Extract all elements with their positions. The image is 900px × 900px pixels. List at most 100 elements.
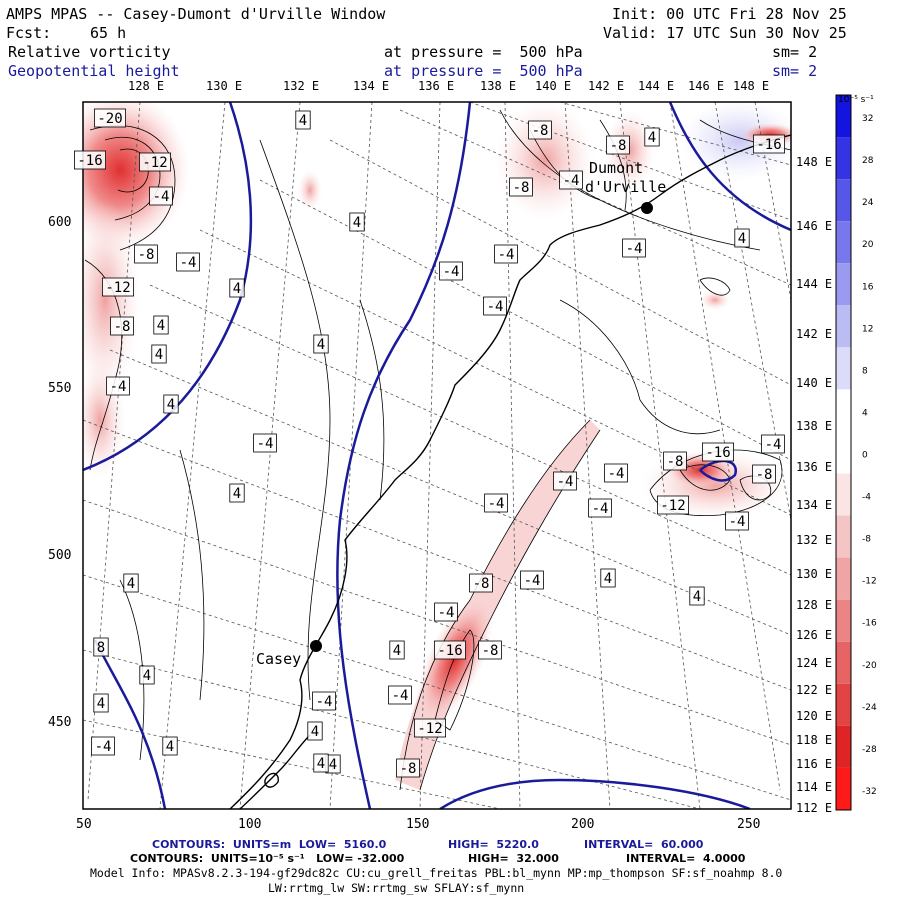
- top-lon-label: 148 E: [733, 79, 769, 93]
- colorbar-swatch: [836, 431, 851, 474]
- contour-label: -4: [149, 186, 173, 206]
- colorbar-swatch: [836, 137, 851, 180]
- contour-label-text: -4: [488, 496, 505, 512]
- contour-label: -4: [312, 691, 336, 711]
- contour-label-text: -4: [765, 437, 782, 453]
- contour-label: -16: [74, 150, 107, 170]
- contour-label-text: 4: [233, 486, 241, 502]
- height-contour-info: CONTOURS: UNITS=m LOW= 5160.0: [152, 838, 387, 851]
- right-lon-label: 118 E: [796, 733, 832, 747]
- contour-label-text: -4: [563, 173, 580, 189]
- y-tick: 600: [48, 215, 71, 230]
- top-lon-label: 130 E: [206, 79, 242, 93]
- contour-label: 4: [644, 127, 660, 147]
- contour-label-text: 4: [353, 215, 361, 231]
- contour-label: 4: [229, 483, 245, 503]
- place-dumont: Dumont: [589, 159, 643, 177]
- contour-label-text: -4: [524, 573, 541, 589]
- colorbar-label: 12: [862, 324, 873, 334]
- contour-label: 4: [123, 573, 139, 593]
- contour-label: -8: [528, 120, 552, 140]
- colorbar-swatch: [836, 473, 851, 516]
- contour-label: -8: [110, 316, 134, 336]
- contour-label: 4: [295, 110, 311, 130]
- contour-label: 4: [229, 278, 245, 298]
- colorbar-swatch: [836, 179, 851, 222]
- contour-label: -4: [483, 296, 507, 316]
- casey-marker: [310, 640, 322, 652]
- colorbar-label: 0: [862, 451, 868, 461]
- contour-label-text: -16: [437, 643, 462, 659]
- contour-label: -12: [657, 495, 690, 515]
- contour-label-text: -4: [153, 189, 170, 205]
- contour-label: -4: [604, 463, 628, 483]
- contour-label-text: -8: [513, 180, 530, 196]
- y-tick: 500: [48, 548, 71, 563]
- contour-label-text: -4: [438, 605, 455, 621]
- colorbar-label: 16: [862, 282, 874, 292]
- contour-label-text: -12: [417, 721, 442, 737]
- colorbar-swatch: [836, 95, 851, 138]
- height-contour-interval: INTERVAL= 60.000: [584, 838, 704, 851]
- contour-label-text: -16: [77, 153, 102, 169]
- contour-label-text: -8: [667, 454, 684, 470]
- x-tick: 150: [406, 817, 429, 832]
- contour-label: 4: [313, 334, 329, 354]
- contour-label: -8: [509, 177, 533, 197]
- contour-label-text: -4: [626, 241, 643, 257]
- contour-label-text: 4: [604, 571, 612, 587]
- model-info-2: LW:rrtmg_lw SW:rrtmg_sw SFLAY:sf_mynn: [268, 881, 525, 895]
- place-durville: d'Urville: [585, 178, 666, 196]
- contour-label: -8: [606, 135, 630, 155]
- contour-label: 4: [389, 640, 405, 660]
- contour-label-text: -12: [660, 498, 685, 514]
- contour-label: -12: [102, 277, 135, 297]
- right-lon-labels: 148 E 146 E 144 E 142 E 140 E 138 E 136 …: [796, 155, 832, 815]
- right-lon-label: 124 E: [796, 656, 832, 670]
- right-lon-label: 122 E: [796, 683, 832, 697]
- x-tick: 100: [238, 817, 261, 832]
- x-tick: 200: [571, 817, 594, 832]
- colorbar-swatch: [836, 599, 851, 642]
- contour-label-text: -4: [487, 299, 504, 315]
- colorbar-swatch: [836, 725, 851, 768]
- colorbar-label: -12: [862, 577, 877, 587]
- contour-label: -4: [588, 498, 612, 518]
- contour-label-text: -12: [142, 155, 167, 171]
- contour-label-text: -4: [592, 501, 609, 517]
- contour-label: -16: [753, 134, 786, 154]
- colorbar-label: -20: [862, 661, 877, 671]
- contour-label: -8: [469, 573, 493, 593]
- right-lon-label: 140 E: [796, 376, 832, 390]
- contour-label: -4: [91, 736, 115, 756]
- top-lon-label: 128 E: [128, 79, 164, 93]
- top-lon-label: 134 E: [353, 79, 389, 93]
- contour-label-text: 4: [97, 696, 105, 712]
- contour-label-text: -4: [316, 694, 333, 710]
- x-tick: 250: [737, 817, 760, 832]
- contour-label-text: 4: [166, 739, 174, 755]
- contour-label-text: -16: [756, 137, 781, 153]
- contour-label-text: -20: [97, 111, 122, 127]
- contour-label: -4: [622, 238, 646, 258]
- contour-label: -8: [478, 640, 502, 660]
- contour-label-text: -8: [114, 319, 131, 335]
- map-frame: [82, 101, 792, 810]
- contour-label: 4: [349, 212, 365, 232]
- colorbar-unit: 10⁻⁵ s⁻¹: [838, 95, 874, 105]
- colorbar-frame: [835, 94, 852, 811]
- contour-label-text: 4: [233, 281, 241, 297]
- contour-label-text: 4: [157, 318, 165, 334]
- contour-label: 4: [734, 228, 750, 248]
- place-casey: Casey: [256, 650, 301, 668]
- contour-label: 4: [313, 753, 329, 773]
- contour-label: -4: [761, 434, 785, 454]
- colorbar-label: -28: [862, 745, 877, 755]
- colorbar-swatch: [836, 221, 851, 264]
- contour-label-text: -8: [473, 576, 490, 592]
- contour-label-text: -12: [105, 280, 130, 296]
- y-tick: 450: [48, 715, 71, 730]
- contour-label-text: -8: [756, 467, 773, 483]
- right-lon-label: 120 E: [796, 709, 832, 723]
- right-lon-label: 148 E: [796, 155, 832, 169]
